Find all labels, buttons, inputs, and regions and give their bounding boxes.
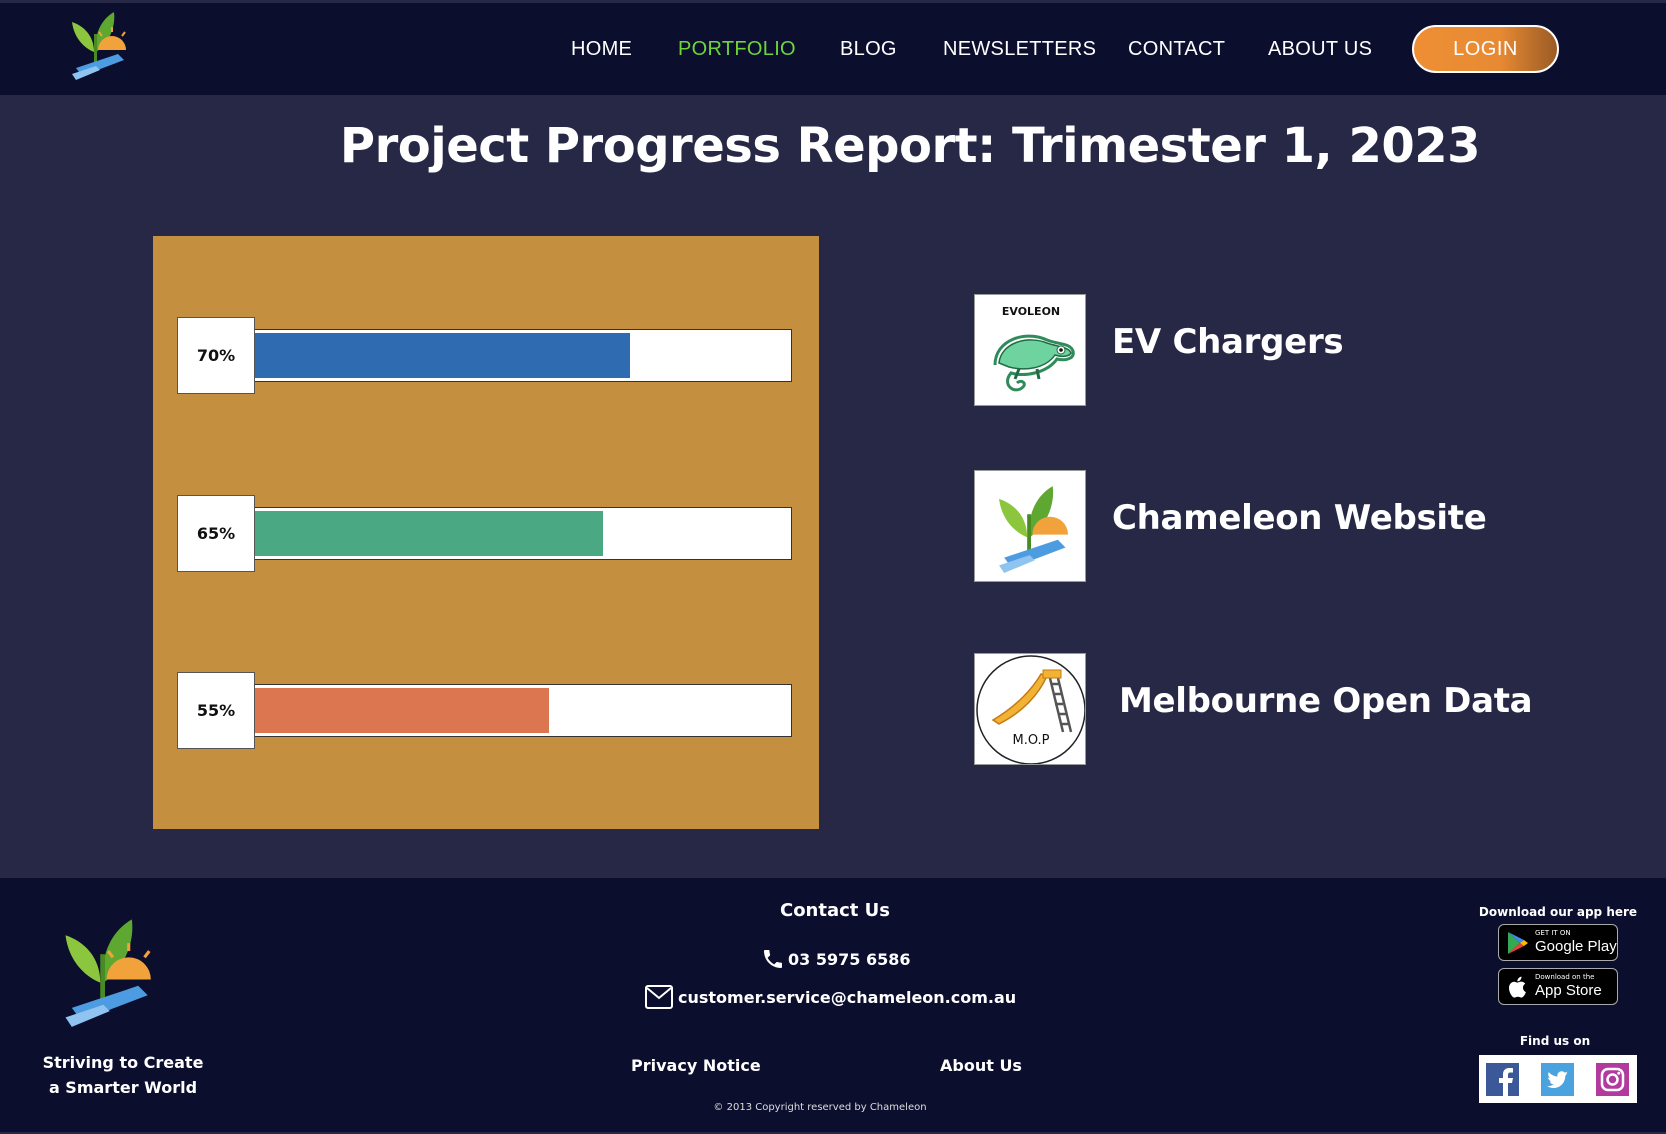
progress-fill <box>254 333 630 378</box>
phone-link[interactable]: 03 5975 6586 <box>760 946 910 972</box>
nav-contact[interactable]: CONTACT <box>1128 38 1226 60</box>
email-link[interactable]: customer.service@chameleon.com.au <box>644 980 1016 1014</box>
google-play-button[interactable]: GET IT ON Google Play <box>1498 924 1618 961</box>
badge-small-text: Download on the <box>1535 973 1595 981</box>
site-header: HOME PORTFOLIO BLOG NEWSLETTERS CONTACT … <box>0 3 1666 95</box>
chameleon-icon: EVOLEON <box>993 305 1075 392</box>
project-ev-chargers[interactable]: EVOLEON EV Chargers <box>974 294 1614 406</box>
progress-fill <box>254 511 603 556</box>
melbourne-open-data-thumbnail[interactable]: M.O.P <box>974 653 1086 765</box>
chameleon-logo-icon[interactable] <box>66 8 128 80</box>
copyright-text: © 2013 Copyright reserved by Chameleon <box>713 1102 927 1113</box>
nav-portfolio[interactable]: PORTFOLIO <box>678 38 796 60</box>
nav-about-us[interactable]: ABOUT US <box>1268 38 1373 60</box>
tagline-line: Striving to Create <box>42 1053 204 1072</box>
progress-label: 70% <box>177 317 255 394</box>
progress-panel: 70% 65% 55% <box>153 236 819 829</box>
download-title: Download our app here <box>1478 905 1638 919</box>
slide-icon: M.O.P <box>976 655 1085 764</box>
project-melbourne-open-data[interactable]: M.O.P Melbourne Open Data <box>974 653 1614 765</box>
project-name[interactable]: Chameleon Website <box>1112 498 1487 538</box>
thumb-brand-text: EVOLEON <box>1002 305 1060 318</box>
nav-newsletters[interactable]: NEWSLETTERS <box>943 38 1097 60</box>
thumb-brand-text: M.O.P <box>1012 733 1049 748</box>
social-links <box>1479 1055 1637 1103</box>
chameleon-website-thumbnail[interactable] <box>974 470 1086 582</box>
site-footer: Striving to Create a Smarter World Conta… <box>0 878 1666 1132</box>
contact-title: Contact Us <box>779 900 890 921</box>
progress-track <box>253 507 792 560</box>
project-chameleon-website[interactable]: Chameleon Website <box>974 470 1614 582</box>
progress-bar-chameleon-website: 65% <box>177 495 792 572</box>
progress-label: 65% <box>177 495 255 572</box>
mail-icon <box>645 985 673 1009</box>
twitter-icon[interactable] <box>1541 1063 1574 1096</box>
progress-bar-ev-chargers: 70% <box>177 317 792 394</box>
email-address[interactable]: customer.service@chameleon.com.au <box>678 987 1017 1007</box>
chameleon-logo-icon[interactable] <box>56 912 154 1028</box>
progress-track <box>253 684 792 737</box>
page-title: Project Progress Report: Trimester 1, 20… <box>339 118 1481 174</box>
progress-label: 55% <box>177 672 255 749</box>
footer-tagline: Striving to Create a Smarter World <box>30 1050 216 1100</box>
badge-small-text: GET IT ON <box>1535 929 1571 937</box>
facebook-icon[interactable] <box>1486 1063 1519 1096</box>
instagram-icon[interactable] <box>1596 1063 1629 1096</box>
ev-chargers-thumbnail[interactable]: EVOLEON <box>974 294 1086 406</box>
phone-icon <box>764 950 782 968</box>
chameleon-logo-icon <box>999 486 1069 573</box>
nav-home[interactable]: HOME <box>571 38 633 60</box>
privacy-notice-link[interactable]: Privacy Notice <box>631 1056 761 1075</box>
project-name[interactable]: Melbourne Open Data <box>1119 681 1533 721</box>
badge-big-text: Google Play <box>1535 938 1617 955</box>
login-button[interactable]: LOGIN <box>1412 25 1559 73</box>
main-nav: HOME PORTFOLIO BLOG NEWSLETTERS CONTACT … <box>0 34 1666 68</box>
app-store-button[interactable]: Download on the App Store <box>1498 968 1618 1005</box>
nav-blog[interactable]: BLOG <box>840 38 897 60</box>
find-us-title: Find us on <box>1519 1034 1591 1048</box>
apple-icon <box>1508 976 1526 998</box>
progress-bar-melbourne-open-data: 55% <box>177 672 792 749</box>
phone-number[interactable]: 03 5975 6586 <box>788 949 911 969</box>
progress-fill <box>254 688 549 733</box>
tagline-line: a Smarter World <box>48 1078 198 1097</box>
badge-big-text: App Store <box>1535 982 1602 999</box>
project-name[interactable]: EV Chargers <box>1112 322 1344 362</box>
about-us-link[interactable]: About Us <box>940 1056 1022 1075</box>
google-play-icon <box>1508 932 1528 954</box>
progress-track <box>253 329 792 382</box>
